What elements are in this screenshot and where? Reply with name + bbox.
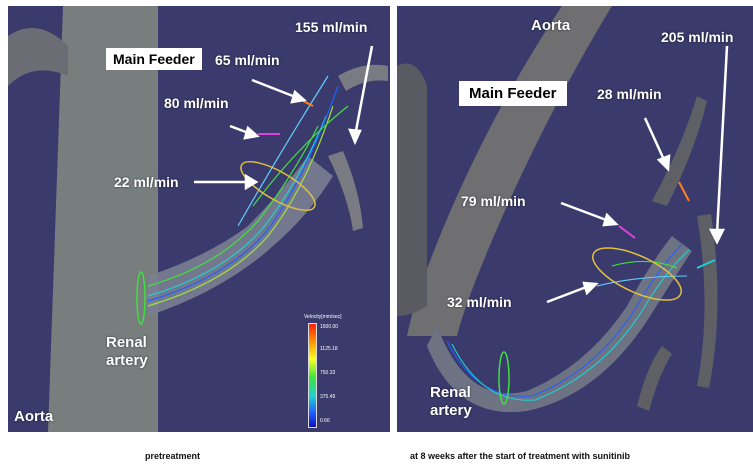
flow-measurement-plane	[592, 247, 682, 301]
colorbar-tick: 1125.18	[320, 346, 338, 352]
flow-measurement-plane	[678, 181, 690, 202]
flow-rate-label: 65 ml/min	[215, 52, 280, 68]
caption-pretreatment: pretreatment	[145, 451, 201, 461]
flow-measurement-plane	[136, 271, 146, 325]
flow-measurement-plane	[696, 259, 716, 269]
velocity-streamlines	[147, 75, 349, 307]
aorta-label: Aorta	[531, 17, 571, 34]
flow-rate-label: 28 ml/min	[597, 86, 662, 102]
aorta-vessel	[48, 6, 158, 432]
flow-rate-label: 22 ml/min	[114, 174, 179, 190]
flow-rate-label: 205 ml/min	[661, 29, 734, 45]
branch-vessel	[652, 96, 707, 206]
branch-vessel	[8, 28, 68, 86]
renal-artery-vessel	[148, 156, 333, 316]
flow-measurement-plane	[240, 161, 316, 211]
flow-measurement-plane	[618, 225, 636, 239]
renal-artery-label: Renal artery	[106, 334, 148, 369]
post-treatment-image-panel: Aorta 205 ml/min Main Feeder 28 ml/min 7…	[397, 6, 753, 432]
colorbar-tick: 1500.00	[320, 324, 339, 330]
flow-measurement-plane	[498, 351, 510, 405]
branch-vessel	[397, 63, 427, 316]
caption-post-treatment: at 8 weeks after the start of treatment …	[410, 451, 631, 461]
annotation-arrows	[546, 45, 729, 304]
flow-measurement-plane	[302, 100, 314, 107]
pretreatment-flow-scene	[8, 6, 388, 432]
colorbar-tick: 750.33	[320, 370, 336, 376]
colorbar-gradient	[308, 323, 317, 428]
renal-artery-vessel	[427, 236, 692, 413]
renal-artery-label: Renal artery	[430, 384, 472, 419]
branch-vessel	[338, 64, 388, 91]
flow-rate-label: 155 ml/min	[295, 19, 368, 35]
flow-rate-label: 80 ml/min	[164, 95, 229, 111]
colorbar-tick: 0.66	[320, 418, 330, 424]
velocity-streamlines	[446, 243, 690, 401]
branch-vessel	[697, 214, 718, 388]
branch-vessel	[328, 151, 363, 231]
main-feeder-label: Main Feeder	[459, 81, 567, 106]
pretreatment-image-panel: 155 ml/min Main Feeder 65 ml/min 80 ml/m…	[8, 6, 390, 432]
velocity-colorbar: Velocity[mm/sec] 1500.00 1125.18 750.33 …	[304, 314, 374, 428]
main-feeder-label: Main Feeder	[106, 48, 202, 70]
branch-vessel	[637, 346, 672, 411]
annotation-arrows	[194, 45, 374, 191]
colorbar-title: Velocity[mm/sec]	[304, 314, 342, 320]
aorta-label: Aorta	[14, 408, 54, 425]
flow-rate-label: 32 ml/min	[447, 294, 512, 310]
post-treatment-flow-scene	[397, 6, 729, 413]
flow-rate-label: 79 ml/min	[461, 193, 526, 209]
aorta-vessel	[407, 6, 612, 336]
colorbar-tick: 375.49	[320, 394, 336, 400]
